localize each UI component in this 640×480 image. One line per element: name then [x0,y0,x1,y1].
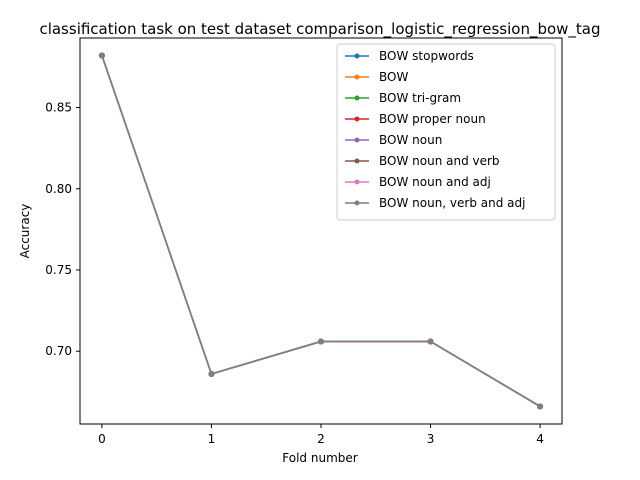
y-tick-label: 0.80 [45,182,72,196]
legend-item: BOW noun and verb [345,154,500,168]
series-layer [98,52,544,410]
y-axis-label: Accuracy [18,204,32,259]
legend-item: BOW proper noun [345,112,486,126]
data-point [318,338,324,345]
legend-marker [354,179,360,185]
x-axis: 0 1 2 3 4 [98,424,544,446]
chart-title: classification task on test dataset comp… [39,20,600,39]
legend-item: BOW stopwords [345,49,474,63]
legend-label: BOW noun, verb and adj [379,196,525,210]
data-point [537,403,544,410]
data-point [427,338,434,345]
legend-label: BOW noun and adj [379,175,491,189]
x-axis-label: Fold number [282,451,357,465]
legend-box [336,43,556,221]
x-tick-label: 3 [427,432,435,446]
legend-item: BOW noun, verb and adj [345,196,525,210]
legend-marker [354,137,360,143]
legend-marker [354,53,360,59]
legend-item: BOW [345,70,408,84]
legend-label: BOW [379,70,408,84]
y-axis: 0.70 0.75 0.80 0.85 [45,101,80,358]
x-tick-label: 2 [317,432,325,446]
x-tick-label: 0 [98,432,106,446]
legend-label: BOW proper noun [379,112,486,126]
legend-marker [354,116,360,122]
y-tick-label: 0.85 [45,101,72,115]
legend-marker [354,200,360,206]
legend-marker [354,158,360,164]
x-tick-label: 1 [208,432,216,446]
legend-label: BOW noun [379,133,442,147]
x-tick-label: 4 [536,432,544,446]
data-point [98,52,105,59]
legend-marker [354,95,360,101]
y-tick-label: 0.75 [45,263,72,277]
series-7 [98,52,544,410]
legend-label: BOW noun and verb [379,154,500,168]
legend: BOW stopwords BOW BOW tri-gram BOW proper n… [336,43,556,221]
legend-marker [354,74,360,80]
legend-item: BOW noun and adj [345,175,491,189]
legend-label: BOW tri-gram [379,91,461,105]
legend-label: BOW stopwords [379,49,474,63]
data-point [208,370,215,377]
legend-item: BOW noun [345,133,442,147]
legend-item: BOW tri-gram [345,91,461,105]
y-tick-label: 0.70 [45,344,72,358]
